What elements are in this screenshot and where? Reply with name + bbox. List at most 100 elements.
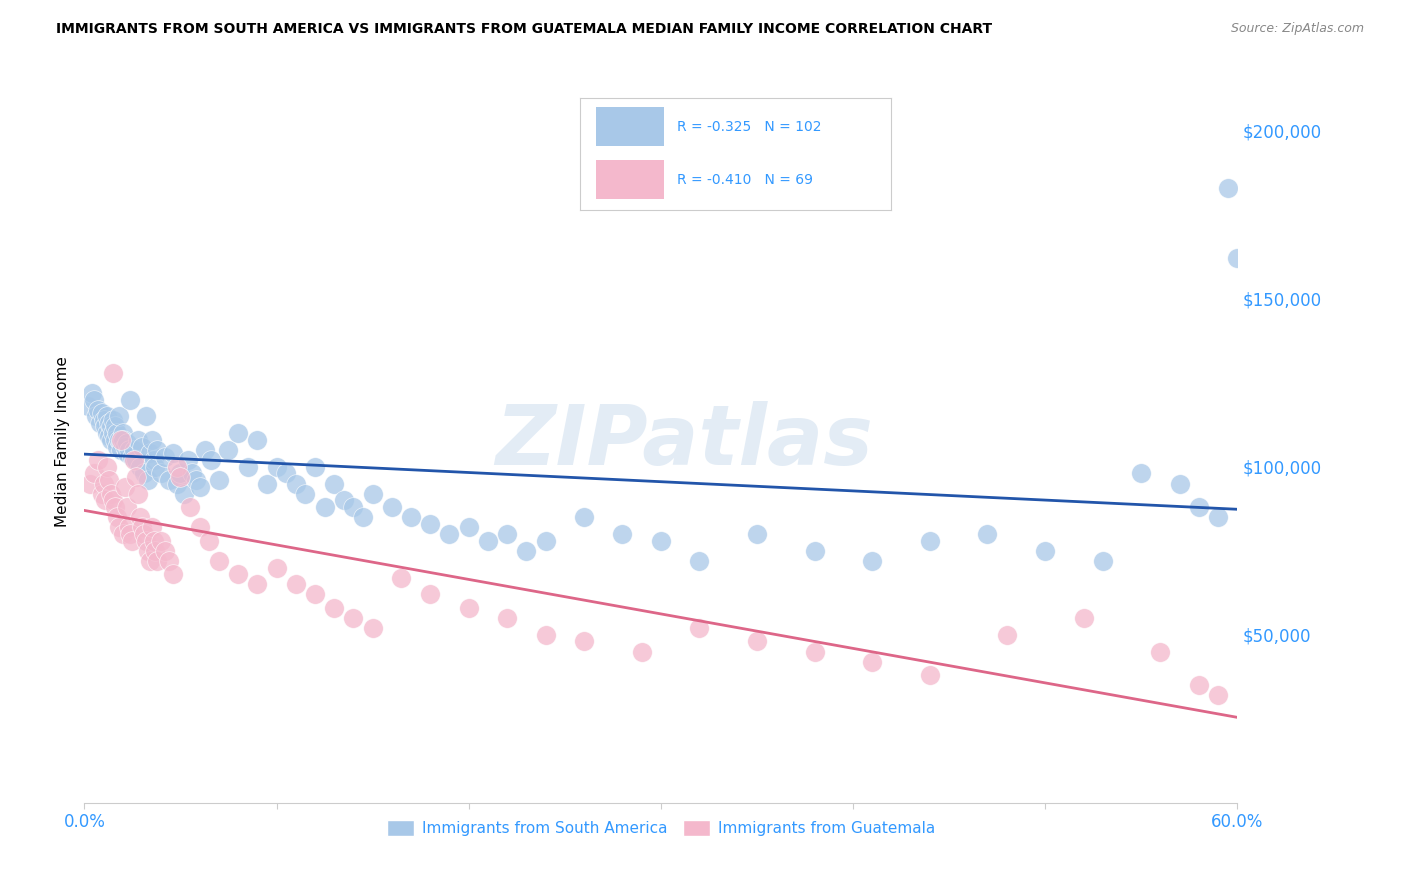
Point xyxy=(132,467,155,481)
Point xyxy=(976,527,998,541)
Point xyxy=(94,419,117,434)
Point xyxy=(129,510,152,524)
Point xyxy=(333,493,356,508)
Point xyxy=(105,426,128,441)
Point xyxy=(612,527,634,541)
Point xyxy=(141,520,163,534)
Point xyxy=(157,473,180,487)
Point xyxy=(127,486,149,500)
Point xyxy=(496,527,519,541)
Point xyxy=(129,459,152,474)
Point xyxy=(688,554,710,568)
Point xyxy=(1149,644,1171,658)
Point xyxy=(246,433,269,447)
Point xyxy=(120,392,142,407)
Point xyxy=(294,486,316,500)
Point xyxy=(284,577,307,591)
Point xyxy=(266,459,288,474)
Point xyxy=(256,476,278,491)
Point xyxy=(87,453,110,467)
Point xyxy=(105,510,128,524)
Point xyxy=(108,520,131,534)
Point xyxy=(89,416,111,430)
Point xyxy=(124,453,146,467)
Point xyxy=(457,520,479,534)
Point xyxy=(111,527,134,541)
Point xyxy=(1033,543,1056,558)
Point xyxy=(1168,476,1191,491)
Point xyxy=(125,453,148,467)
Point xyxy=(103,426,124,441)
Point xyxy=(145,543,167,558)
Point xyxy=(166,476,188,491)
Y-axis label: Median Family Income: Median Family Income xyxy=(55,356,70,527)
Point xyxy=(477,533,499,548)
Point xyxy=(150,533,173,548)
Point xyxy=(198,533,221,548)
Point xyxy=(314,500,336,514)
Point xyxy=(136,473,159,487)
Point xyxy=(87,402,110,417)
Point xyxy=(399,510,422,524)
Point xyxy=(304,587,326,601)
Point xyxy=(688,621,710,635)
Text: ZIPatlas: ZIPatlas xyxy=(495,401,873,482)
Point xyxy=(381,500,404,514)
Point xyxy=(110,442,132,457)
Point xyxy=(103,493,124,508)
Point xyxy=(100,486,122,500)
Point xyxy=(1206,510,1229,524)
Point xyxy=(124,442,146,457)
Point xyxy=(342,611,364,625)
Point xyxy=(284,476,307,491)
Point xyxy=(103,413,124,427)
Point xyxy=(391,571,413,585)
Point xyxy=(650,533,672,548)
Point xyxy=(84,409,107,424)
Point xyxy=(98,429,121,443)
Point xyxy=(995,628,1018,642)
Point xyxy=(93,413,115,427)
Point xyxy=(188,480,211,494)
Point xyxy=(120,527,142,541)
Point xyxy=(90,406,112,420)
Point xyxy=(104,433,127,447)
Point xyxy=(111,426,134,441)
Point xyxy=(131,520,153,534)
Point xyxy=(110,436,132,450)
Point xyxy=(419,516,441,531)
Point xyxy=(103,366,124,380)
Point xyxy=(226,426,249,441)
Point xyxy=(146,442,169,457)
Point xyxy=(352,510,374,524)
Point xyxy=(131,440,153,454)
Point xyxy=(1216,181,1239,195)
Point xyxy=(419,587,441,601)
Point xyxy=(117,442,139,457)
Point xyxy=(1188,678,1211,692)
Point xyxy=(1226,252,1249,266)
Point xyxy=(114,440,136,454)
Point xyxy=(1130,467,1153,481)
Point xyxy=(918,533,941,548)
Point xyxy=(127,433,149,447)
Point xyxy=(111,433,134,447)
Point xyxy=(236,459,259,474)
Point xyxy=(1091,554,1114,568)
Point xyxy=(77,399,100,413)
Point xyxy=(1073,611,1095,625)
Point xyxy=(125,470,148,484)
Point xyxy=(162,446,184,460)
Point xyxy=(226,567,249,582)
Point xyxy=(117,520,139,534)
Point xyxy=(803,644,825,658)
Point xyxy=(246,577,269,591)
Point xyxy=(572,510,595,524)
Point xyxy=(100,419,122,434)
Point xyxy=(1206,688,1229,702)
Point xyxy=(194,442,217,457)
Point xyxy=(181,467,204,481)
Point xyxy=(80,385,103,400)
Point xyxy=(135,409,157,424)
Point xyxy=(515,543,537,558)
